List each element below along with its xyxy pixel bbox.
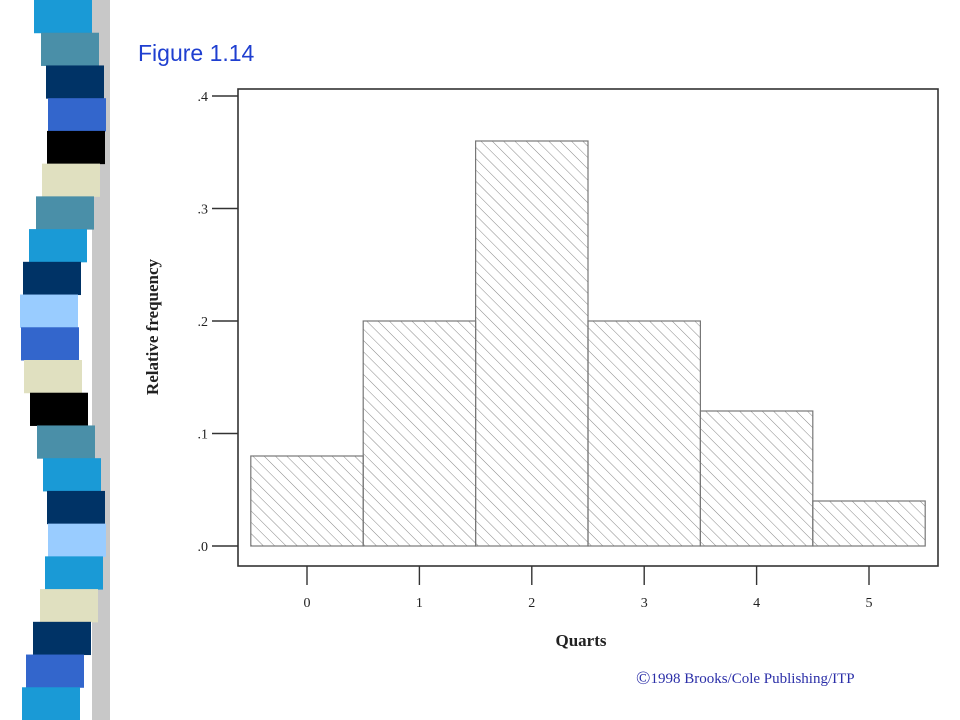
bar-2	[475, 140, 589, 547]
y-tick-label: .2	[198, 315, 209, 330]
stripe-band	[26, 654, 84, 688]
stripe-band	[33, 621, 91, 656]
x-axis-title: Quarts	[556, 631, 607, 650]
stripe-band	[48, 98, 106, 132]
stripe-band	[29, 229, 87, 263]
stripe-band	[24, 360, 82, 394]
stripe-band	[21, 327, 79, 361]
stripe-band	[22, 687, 80, 720]
copyright-text: 1998 Brooks/Cole Publishing/ITP	[650, 671, 855, 687]
stripe-band	[37, 425, 95, 459]
copyright-notice: ©1998 Brooks/Cole Publishing/ITP	[636, 668, 855, 690]
y-tick-label: .1	[198, 428, 209, 443]
y-tick-label: .0	[198, 540, 209, 555]
stripe-band	[48, 523, 106, 557]
stripe-band	[43, 458, 101, 492]
decorative-stripe	[20, 0, 110, 720]
stripe-band	[47, 490, 105, 525]
x-tick-label: 0	[304, 596, 311, 611]
stripe-band	[45, 556, 103, 590]
bar-4	[699, 410, 814, 547]
plot-frame	[237, 88, 939, 567]
stripe-band	[46, 65, 104, 99]
bar-5	[812, 500, 926, 547]
x-tick-label: 5	[866, 596, 873, 611]
y-tick-label: .4	[198, 90, 209, 105]
copyright-symbol: ©	[636, 668, 651, 689]
slide-title: Figure 1.14	[138, 40, 255, 66]
stripe-band	[30, 392, 88, 426]
stripe-band	[20, 294, 78, 328]
x-tick-label: 3	[641, 596, 648, 611]
stripe-band	[40, 589, 98, 623]
bar-1	[362, 320, 477, 547]
x-axis: 0 1 2 3 4 5	[304, 566, 873, 611]
bar-3	[587, 320, 702, 547]
x-tick-label: 4	[753, 596, 760, 611]
stripe-band	[36, 196, 94, 230]
y-axis: .0 .1 .2 .3 .4	[198, 90, 238, 555]
stripe-band	[34, 0, 92, 34]
stripe-band	[41, 32, 99, 66]
x-tick-label: 2	[528, 596, 535, 611]
stripe-band	[42, 163, 100, 197]
bars-group	[250, 140, 926, 547]
x-tick-label: 1	[416, 596, 423, 611]
bar-0	[250, 455, 364, 547]
y-tick-label: .3	[198, 203, 209, 218]
y-axis-title: Relative frequency	[143, 258, 162, 395]
stripe-band	[47, 130, 105, 165]
stripe-band	[23, 261, 81, 296]
